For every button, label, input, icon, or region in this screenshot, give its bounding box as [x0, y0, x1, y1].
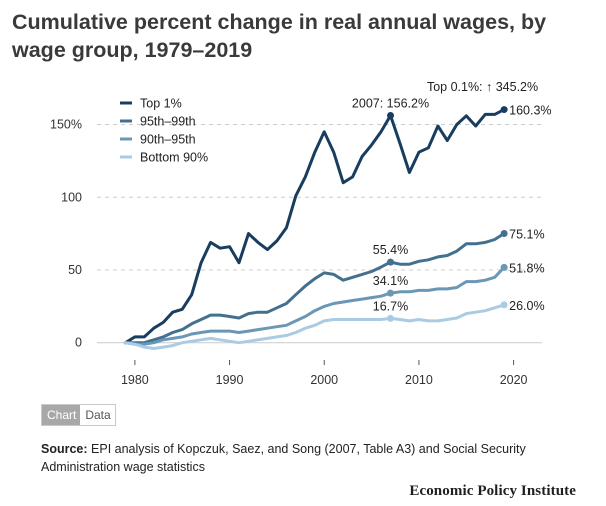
annotation-point: [387, 258, 395, 266]
y-tick-label: 50: [68, 263, 82, 277]
legend-label: 95th–99th: [140, 115, 196, 129]
x-tick-label: 1980: [121, 373, 149, 387]
tab-data[interactable]: Data: [80, 405, 115, 425]
annotation-label: 34.1%: [373, 274, 408, 288]
x-axis: 1980 1990 2000 2010 2020: [121, 360, 528, 387]
series-line-3: [123, 303, 506, 350]
end-value-label: 160.3%: [509, 104, 551, 118]
x-tick-label: 2000: [310, 373, 338, 387]
series-lines: [123, 108, 506, 350]
source-text: EPI analysis of Kopczuk, Saez, and Song …: [41, 442, 526, 474]
series-line-1: [123, 232, 506, 345]
end-value-label: 75.1%: [509, 227, 544, 241]
series-line-2: [123, 265, 506, 346]
y-tick-label: 100: [61, 190, 82, 204]
source-label: Source:: [41, 442, 88, 456]
end-value-label: 51.8%: [509, 261, 544, 275]
annotation-label: 55.4%: [373, 243, 408, 257]
grid: [97, 124, 542, 344]
data-labels: 160.3% 75.1% 51.8% 26.0% 2007: 156.2% 55.4% 34…: [352, 80, 552, 313]
legend-label: 90th–95th: [140, 133, 196, 147]
annotation-markers: [387, 106, 508, 322]
end-value-label: 26.0%: [509, 299, 544, 313]
y-tick-label: 0: [75, 336, 82, 350]
y-axis: 0 50 100 150%: [50, 118, 82, 350]
series-end-point: [500, 106, 508, 114]
legend-label: Bottom 90%: [140, 151, 208, 165]
annotation-label: 16.7%: [373, 299, 408, 313]
series-end-point: [500, 229, 508, 237]
x-tick-label: 1990: [216, 373, 244, 387]
x-tick-label: 2010: [405, 373, 433, 387]
series-end-point: [500, 263, 508, 271]
top-note: Top 0.1%: ↑ 345.2%: [427, 80, 538, 94]
x-tick-label: 2020: [500, 373, 528, 387]
y-tick-label: 150%: [50, 118, 82, 132]
legend-label: Top 1%: [140, 97, 182, 111]
series-end-point: [500, 301, 508, 309]
chart-title: Cumulative percent change in real annual…: [12, 10, 547, 62]
tab-chart[interactable]: Chart: [42, 405, 81, 425]
series-line-0: [123, 108, 506, 345]
annotation-label: 2007: 156.2%: [352, 97, 429, 111]
line-chart: 0 50 100 150% 1980 1990 2000 2010 2020 160.3% 75…: [50, 80, 552, 387]
annotation-point: [387, 112, 395, 120]
annotation-point: [387, 314, 395, 322]
brand-logo: Economic Policy Institute: [409, 483, 576, 499]
view-tabs: Chart Data: [41, 404, 116, 426]
source-note: Source: EPI analysis of Kopczuk, Saez, a…: [41, 440, 561, 476]
legend: Top 1% 95th–99th 90th–95th Bottom 90%: [120, 97, 208, 165]
annotation-point: [387, 289, 395, 297]
